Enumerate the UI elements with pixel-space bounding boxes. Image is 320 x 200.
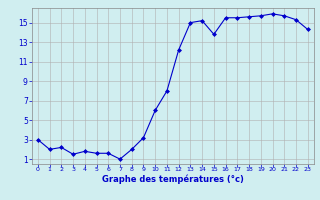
- X-axis label: Graphe des températures (°c): Graphe des températures (°c): [102, 175, 244, 184]
